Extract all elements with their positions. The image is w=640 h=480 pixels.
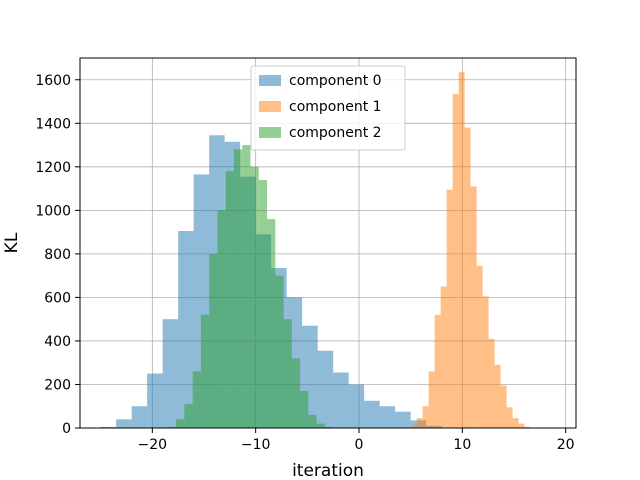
histogram-bar <box>512 418 519 428</box>
histogram-bar <box>217 210 226 428</box>
histogram-bar <box>416 418 423 428</box>
histogram-bar <box>476 265 483 428</box>
series-bars <box>410 72 531 428</box>
histogram-bar <box>348 384 365 428</box>
y-tick-label: 1400 <box>35 116 71 132</box>
histogram-bar <box>275 275 284 428</box>
y-axis-label: KL <box>2 232 22 253</box>
legend-label: component 2 <box>289 125 382 141</box>
x-axis-label: iteration <box>292 461 364 480</box>
histogram-bar <box>283 319 292 428</box>
histogram-bar <box>500 385 507 428</box>
histogram-bar <box>494 364 501 428</box>
histogram-bar <box>250 166 259 428</box>
histogram-bar <box>147 373 163 428</box>
histogram-bar <box>176 419 185 428</box>
legend-swatch <box>259 75 281 86</box>
x-tick-label: 20 <box>557 437 575 453</box>
y-tick-label: 800 <box>44 247 71 263</box>
legend-label: component 0 <box>289 73 382 89</box>
plot-frame <box>79 57 577 429</box>
histogram-bar <box>464 127 471 428</box>
histogram-bar <box>300 391 309 428</box>
histogram-bar <box>258 179 268 428</box>
histogram-bar <box>422 406 429 428</box>
histogram-bar <box>184 404 193 428</box>
histogram-bar <box>524 426 531 428</box>
histogram-bar <box>379 406 396 428</box>
legend: component 0 component 1 component 2 <box>250 65 406 151</box>
histogram-bar <box>233 149 243 429</box>
x-tick-label: −10 <box>241 437 271 453</box>
histogram-bar <box>267 219 276 428</box>
legend-box <box>250 65 406 151</box>
histogram-bar <box>225 171 234 429</box>
histogram-bar <box>308 414 317 428</box>
histogram-bar <box>428 371 435 428</box>
legend-label: component 1 <box>289 99 382 115</box>
histogram-bar <box>470 186 477 428</box>
histogram-bar <box>162 319 179 428</box>
series-bars <box>167 145 334 429</box>
x-tick-label: −20 <box>138 437 168 453</box>
histogram-bar <box>317 350 334 428</box>
histogram-bar <box>506 407 513 428</box>
y-tick-label: 200 <box>44 377 71 393</box>
legend-swatch <box>259 127 281 138</box>
y-tick-label: 0 <box>62 421 71 437</box>
y-tick-label: 1200 <box>35 160 71 176</box>
histogram-bar <box>209 253 218 428</box>
histogram-bar <box>200 314 210 428</box>
histogram-bar <box>116 419 132 428</box>
x-tick-label: 0 <box>355 437 364 453</box>
histogram-bar <box>488 338 495 428</box>
legend-swatch <box>259 101 281 112</box>
y-tick-label: 600 <box>44 290 71 306</box>
histogram-bar <box>410 425 417 428</box>
histogram-bar <box>440 286 447 428</box>
histogram-bar <box>242 145 251 428</box>
histogram-bar <box>100 426 117 428</box>
x-tick-label: 10 <box>453 437 471 453</box>
histogram-bar <box>333 372 349 428</box>
histogram-bar <box>324 426 334 428</box>
y-tick-label: 1600 <box>35 73 71 89</box>
y-tick-label: 1000 <box>35 203 71 219</box>
histogram-bar <box>446 189 453 428</box>
histogram-bar <box>482 296 489 428</box>
histogram-bar <box>178 231 194 428</box>
histogram-bar <box>452 93 459 428</box>
histogram-bar <box>518 423 525 428</box>
histogram-bar <box>395 411 411 428</box>
histogram-bar <box>364 400 380 428</box>
histogram-bar <box>167 426 177 428</box>
histogram-bar <box>131 406 148 428</box>
histogram-bar <box>458 72 465 428</box>
histogram-bar <box>291 358 301 428</box>
y-tick-label: 400 <box>44 334 71 350</box>
histogram-bar <box>434 314 441 428</box>
histogram-bars <box>100 72 531 429</box>
histogram-bar <box>316 423 325 428</box>
histogram-bar <box>192 371 201 428</box>
